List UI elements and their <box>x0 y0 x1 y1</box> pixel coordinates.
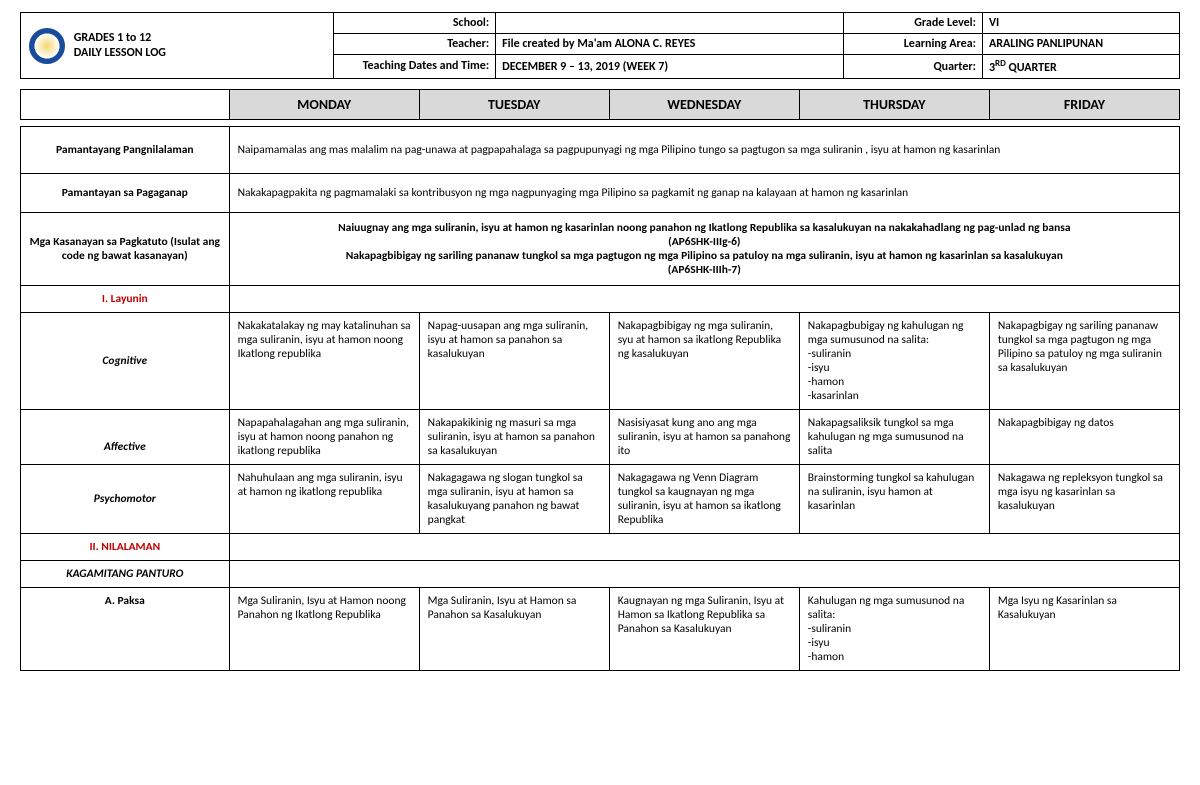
affective-wed: Nasisiyasat kung ano ang mga suliranin, … <box>609 410 799 465</box>
cognitive-label: Cognitive <box>21 313 230 410</box>
affective-mon: Napapahalagahan ang mga suliranin, isyu … <box>229 410 419 465</box>
psychomotor-thu: Brainstorming tungkol sa kahulugan na su… <box>799 465 989 534</box>
school-label: School: <box>333 13 495 34</box>
psychomotor-mon: Nahuhulaan ang mga suliranin, isyu at ha… <box>229 465 419 534</box>
cognitive-thu: Nakapagbubigay ng kahulugan ng mga sumus… <box>799 313 989 410</box>
grade-value: VI <box>982 13 1179 34</box>
quarter-sup: RD <box>995 58 1006 69</box>
kasanayan-label: Mga Kasanayan sa Pagkatuto (Isulat ang c… <box>21 213 230 286</box>
doc-title-cell: GRADES 1 to 12 DAILY LESSON LOG <box>21 13 334 79</box>
quarter-value: 3RD QUARTER <box>982 55 1179 79</box>
psychomotor-fri: Nakagawa ng repleksyon tungkol sa mga is… <box>989 465 1179 534</box>
day-tuesday: TUESDAY <box>419 90 609 120</box>
kasanayan-line2: Nakapagbibigay ng sariling pananaw tungk… <box>238 249 1171 263</box>
nilalaman-blank <box>229 534 1179 561</box>
title-line1: GRADES 1 to 12 <box>74 31 152 45</box>
title-line2: DAILY LESSON LOG <box>74 46 166 60</box>
paksa-tue: Mga Suliranin, Isyu at Hamon sa Panahon … <box>419 588 609 671</box>
layunin-blank <box>229 286 1179 313</box>
cognitive-tue: Napag-uusapan ang mga suliranin, isyu at… <box>419 313 609 410</box>
affective-thu: Nakapagsaliksik tungkol sa mga kahulugan… <box>799 410 989 465</box>
kasanayan-line1: Naiuugnay ang mga suliranin, isyu at ham… <box>238 221 1171 235</box>
area-value: ARALING PANLIPUNAN <box>982 34 1179 55</box>
pagaganap-text: Nakakapagpakita ng pagmamalaki sa kontri… <box>229 174 1179 213</box>
layunin-label: I. Layunin <box>21 286 230 313</box>
cognitive-mon: Nakakatalakay ng may katalinuhan sa mga … <box>229 313 419 410</box>
paksa-mon: Mga Suliranin, Isyu at Hamon noong Panah… <box>229 588 419 671</box>
school-value <box>496 13 844 34</box>
days-table: MONDAY TUESDAY WEDNESDAY THURSDAY FRIDAY <box>20 89 1180 120</box>
dates-label-text: Teaching Dates and Time: <box>363 59 490 73</box>
pangnilalaman-text: Naipamamalas ang mas malalim na pag-unaw… <box>229 127 1179 174</box>
psychomotor-tue: Nakagagawa ng slogan tungkol sa mga suli… <box>419 465 609 534</box>
area-label: Learning Area: <box>843 34 982 55</box>
dates-value: DECEMBER 9 – 13, 2019 (WEEK 7) <box>496 55 844 79</box>
paksa-label: A. Paksa <box>21 588 230 671</box>
day-thursday: THURSDAY <box>799 90 989 120</box>
psychomotor-wed: Nakagagawa ng Venn Diagram tungkol sa ka… <box>609 465 799 534</box>
quarter-suffix: QUARTER <box>1006 61 1057 75</box>
dates-label: Teaching Dates and Time: <box>333 55 495 79</box>
kagamitan-label: KAGAMITANG PANTURO <box>21 561 230 588</box>
paksa-thu: Kahulugan ng mga sumusunod na salita: -s… <box>799 588 989 671</box>
day-monday: MONDAY <box>229 90 419 120</box>
nilalaman-label: II. NILALAMAN <box>21 534 230 561</box>
grade-label: Grade Level: <box>843 13 982 34</box>
paksa-wed: Kaugnayan ng mga Suliranin, Isyu at Hamo… <box>609 588 799 671</box>
cognitive-fri: Nakapagbigay ng sariling pananaw tungkol… <box>989 313 1179 410</box>
main-table: Pamantayang Pangnilalaman Naipamamalas a… <box>20 126 1180 671</box>
kasanayan-text: Naiuugnay ang mga suliranin, isyu at ham… <box>229 213 1179 286</box>
kasanayan-code2: (AP6SHK-IIIh-7) <box>238 263 1171 277</box>
teacher-value: File created by Ma'am ALONA C. REYES <box>496 34 844 55</box>
affective-label: Affective <box>21 410 230 465</box>
pagaganap-label: Pamantayan sa Pagaganap <box>21 174 230 213</box>
teacher-label: Teacher: <box>333 34 495 55</box>
day-wednesday: WEDNESDAY <box>609 90 799 120</box>
affective-fri: Nakapagbibigay ng datos <box>989 410 1179 465</box>
kagamitan-blank <box>229 561 1179 588</box>
header-table: GRADES 1 to 12 DAILY LESSON LOG School: … <box>20 12 1180 79</box>
day-friday: FRIDAY <box>989 90 1179 120</box>
days-blank <box>21 90 230 120</box>
quarter-label: Quarter: <box>843 55 982 79</box>
deped-logo-icon <box>29 28 65 64</box>
pangnilalaman-label: Pamantayang Pangnilalaman <box>21 127 230 174</box>
psychomotor-label: Psychomotor <box>21 465 230 534</box>
affective-tue: Nakapakikinig ng masuri sa mga suliranin… <box>419 410 609 465</box>
paksa-fri: Mga Isyu ng Kasarinlan sa Kasalukuyan <box>989 588 1179 671</box>
cognitive-wed: Nakapagbibigay ng mga suliranin, syu at … <box>609 313 799 410</box>
kasanayan-code1: (AP6SHK-IIIg-6) <box>238 235 1171 249</box>
